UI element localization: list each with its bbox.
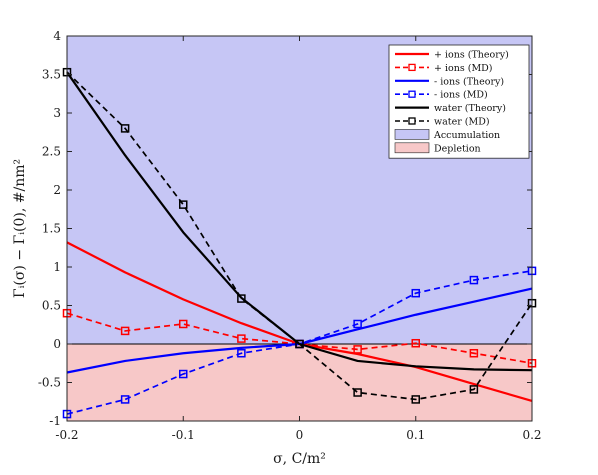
plot-axes: -0.2 -0.1 0 0.1 0.2 -1 -0.5 0 0.5 1 1.5 2 2.5 3 3.5 4 — [38, 29, 542, 442]
series-3-marker — [411, 288, 420, 298]
x-tick-label: 0.1 — [406, 428, 425, 442]
legend-entry-label: Accumulation — [433, 130, 500, 141]
legend-entry-label: water (Theory) — [434, 103, 506, 114]
series-3-marker — [237, 348, 246, 358]
legend-entry-label: Depletion — [434, 143, 481, 154]
series-3-marker — [469, 275, 479, 285]
y-tick-label: 3.5 — [42, 68, 61, 82]
legend-entry-label: water (MD) — [434, 117, 490, 128]
y-tick-label: 2 — [53, 183, 61, 197]
series-1-line — [66, 312, 533, 365]
plot-series — [62, 67, 537, 419]
legend-entry-label: - ions (Theory) — [434, 76, 504, 87]
x-tick-label: -0.2 — [55, 428, 78, 442]
series-1-marker — [120, 326, 130, 336]
series-5-marker — [469, 385, 479, 394]
legend-swatch-patch — [394, 129, 430, 140]
legend-swatch-marker — [408, 63, 416, 72]
series-5-marker — [353, 388, 362, 397]
y-tick-label: 3 — [53, 106, 61, 120]
legend-entry-label: + ions (MD) — [434, 63, 493, 74]
series-3-marker — [179, 369, 188, 379]
y-tick-label: 0 — [53, 337, 61, 351]
series-3-marker — [353, 319, 362, 329]
y-tick-label: 4 — [53, 29, 61, 43]
y-axis-label: Γᵢ(σ) − Γᵢ(0), #/nm² — [12, 159, 28, 298]
series-5-marker — [295, 339, 304, 349]
y-tick-label: -1 — [49, 414, 61, 428]
series-5-line — [66, 71, 533, 401]
y-tick-label: 1 — [53, 260, 61, 274]
x-tick-label: 0.2 — [522, 428, 541, 442]
x-tick-label: -0.1 — [172, 428, 195, 442]
legend-swatch-patch — [394, 142, 430, 154]
region-depletion — [67, 344, 532, 421]
legend-entry-label: + ions (Theory) — [434, 50, 509, 61]
series-1-marker — [353, 345, 362, 354]
legend-swatch-marker — [408, 117, 416, 125]
y-tick-label: -0.5 — [38, 376, 61, 390]
series-5-marker — [411, 395, 420, 404]
series-1-marker — [469, 348, 479, 358]
series-1-marker — [179, 319, 188, 329]
series-3-marker — [120, 395, 130, 404]
series-1-marker — [411, 338, 420, 348]
legend-entry-label: - ions (MD) — [434, 90, 488, 101]
series-5-marker — [237, 294, 246, 303]
y-tick-label: 1.5 — [42, 222, 61, 236]
series-1-marker — [237, 334, 246, 343]
series-5-marker — [120, 124, 130, 133]
x-axis-label: σ, C/m² — [273, 451, 326, 467]
y-tick-label: 2.5 — [42, 145, 61, 159]
legend: + ions (Theory) + ions (MD) - ions (Theory… — [388, 44, 530, 159]
y-tick-label: 0.5 — [42, 299, 61, 313]
series-5-marker — [179, 200, 188, 209]
x-tick-label: 0 — [296, 428, 304, 442]
legend-swatch-marker — [408, 90, 416, 98]
